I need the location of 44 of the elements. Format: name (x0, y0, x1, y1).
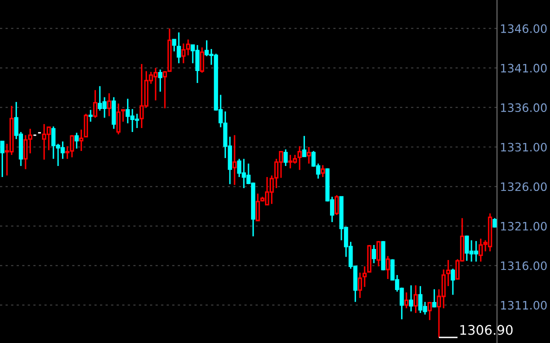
candlestick (432, 288, 436, 308)
candlestick (232, 134, 237, 186)
candlestick (358, 272, 362, 299)
y-tick-label: 1331.00 (501, 142, 547, 152)
y-tick-label: 1321.00 (501, 222, 547, 231)
candlestick (302, 135, 306, 158)
annotation: 1306.90 (460, 324, 513, 335)
candlestick (74, 132, 79, 150)
candlestick (376, 240, 381, 268)
candlestick (334, 194, 339, 216)
candlestick (408, 284, 414, 312)
candlestick (278, 151, 284, 179)
candlestick (284, 148, 288, 167)
y-tick-label: 1316.00 (501, 261, 547, 270)
candlestick (88, 109, 93, 122)
candlestick (298, 146, 302, 171)
y-tick-label: 1326.00 (501, 182, 547, 192)
candlestick (386, 255, 390, 280)
candlestick (428, 301, 432, 321)
candlestick (158, 68, 162, 92)
candlestick (121, 109, 126, 122)
candlestick (306, 146, 311, 164)
candlestick (93, 89, 98, 118)
y-tick-label: 1311.00 (501, 300, 547, 310)
candlestick (372, 244, 376, 264)
candlestick (51, 126, 56, 160)
candlestick (112, 96, 116, 130)
candlestick (107, 92, 112, 117)
candlestick (414, 284, 418, 314)
candlestick (200, 46, 204, 74)
y-tick-label: 1346.00 (501, 24, 547, 33)
candlestick (70, 134, 74, 158)
candlestick (79, 128, 84, 152)
candlestick (84, 113, 88, 138)
candlestick (116, 102, 121, 136)
y-tick-label: 1341.00 (501, 64, 547, 73)
candlestick (181, 42, 186, 64)
candlestick (0, 140, 4, 178)
candlestick (134, 113, 140, 129)
candlestick (450, 268, 455, 296)
y-tick-label: 1336.00 (501, 103, 547, 112)
candlestick (320, 164, 325, 178)
candlestick (102, 96, 107, 118)
candlestick (404, 292, 409, 309)
